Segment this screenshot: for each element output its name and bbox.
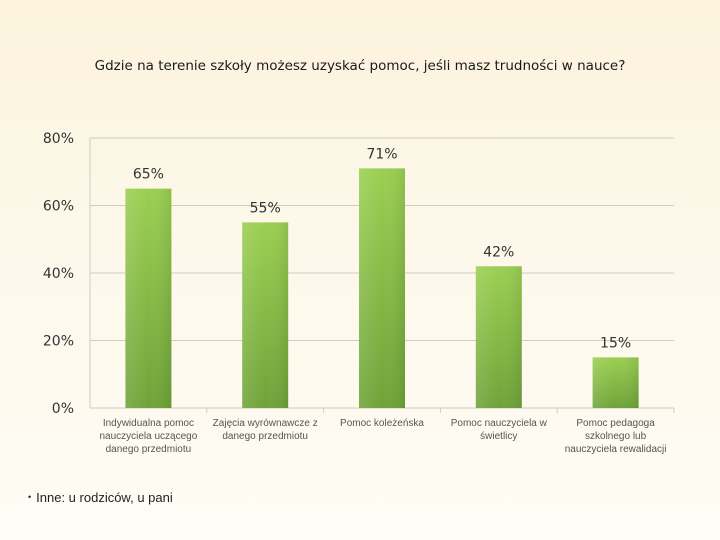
bar-shading (242, 222, 289, 408)
chart-title: Gdzie na terenie szkoły możesz uzyskać p… (94, 58, 626, 74)
footnote: • Inne: u rodziców, u pani (28, 490, 173, 505)
x-tick-label: Pomoc pedagoga (576, 418, 655, 429)
bar-shading (359, 168, 405, 408)
bar-shading (475, 266, 522, 408)
x-tick-label: nauczyciela rewalidacji (565, 444, 667, 455)
bullet-icon: • (28, 492, 32, 502)
x-tick-label: danego przedmiotu (106, 444, 192, 455)
x-tick-label: Pomoc nauczyciela w (451, 418, 548, 429)
x-tick-label: Zajęcia wyrównawcze z (213, 418, 318, 429)
y-tick-label: 60% (43, 199, 74, 215)
footnote-text: Inne: u rodziców, u pani (36, 490, 173, 505)
data-label: 42% (483, 244, 514, 260)
data-label: 55% (250, 200, 281, 216)
data-label: 65% (133, 167, 164, 183)
x-tick-label: szkolnego lub (585, 431, 647, 442)
y-tick-label: 80% (43, 131, 74, 147)
y-tick-label: 20% (43, 334, 74, 350)
data-label: 15% (600, 335, 631, 351)
x-tick-label: nauczyciela uczącego (99, 431, 197, 442)
bar-shading (592, 357, 639, 408)
x-tick-label: Indywidualna pomoc (103, 418, 194, 429)
data-label: 71% (366, 146, 397, 162)
x-tick-label: danego przedmiotu (222, 431, 308, 442)
x-tick-label: Pomoc koleżeńska (340, 418, 424, 429)
x-tick-label: świetlicy (480, 431, 517, 442)
y-tick-label: 0% (52, 401, 74, 417)
y-tick-label: 40% (43, 266, 74, 282)
bar-shading (125, 188, 172, 408)
